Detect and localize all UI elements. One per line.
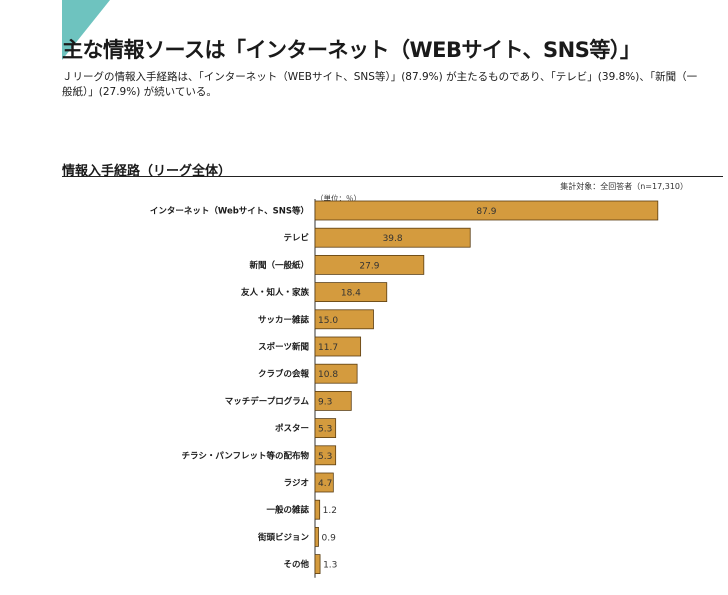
unit-label: （単位：％） — [316, 194, 361, 203]
bar — [314, 200, 659, 221]
page-description: Ｊリーグの情報入手経路は、「インターネット（WEBサイト、SNS等）」(87.9… — [62, 71, 698, 98]
category-label: テレビ — [283, 233, 309, 244]
bar — [314, 390, 352, 411]
value-label: 4.7 — [318, 479, 332, 489]
category-label: ポスター — [275, 423, 309, 434]
category-label: クラブの会報 — [258, 369, 310, 380]
bar — [314, 282, 388, 303]
corner-decoration — [62, 0, 110, 60]
value-label: 11.7 — [318, 343, 338, 353]
teal-triangle — [62, 0, 110, 60]
bar — [314, 363, 358, 384]
bar — [314, 418, 337, 439]
category-label: チラシ・パンフレット等の配布物 — [181, 450, 309, 461]
bar — [314, 554, 321, 574]
chart-title: 情報入手経路（リーグ全体） — [62, 164, 232, 179]
value-label: 87.9 — [476, 207, 496, 217]
bar — [314, 499, 321, 520]
category-label: その他 — [283, 559, 309, 570]
bar — [314, 472, 334, 493]
category-label: 街頭ビジョン — [257, 532, 310, 543]
value-label: 10.8 — [318, 370, 338, 380]
value-label: 18.4 — [341, 289, 361, 299]
bar — [314, 527, 319, 547]
bar — [314, 254, 425, 275]
category-label: 友人・知人・家族 — [240, 287, 310, 298]
category-label: 一般の雑誌 — [266, 505, 309, 516]
value-label: 9.3 — [318, 397, 332, 407]
chart-title-rule — [62, 176, 723, 177]
bar — [314, 445, 337, 466]
category-label: ラジオ — [284, 479, 309, 489]
bar — [314, 336, 362, 357]
value-label: 15.0 — [318, 316, 338, 326]
value-label: 5.3 — [318, 452, 332, 462]
value-label: 5.3 — [318, 425, 332, 435]
value-label: 0.9 — [322, 533, 337, 543]
value-label: 39.8 — [383, 234, 403, 244]
value-label: 1.3 — [323, 561, 337, 571]
value-label: 1.2 — [323, 506, 337, 516]
category-label: サッカー雑誌 — [258, 314, 310, 325]
bar — [314, 227, 471, 248]
chart-note: 集計対象：全回答者（n=17,310） — [560, 182, 688, 191]
category-label: 新聞（一般紙） — [249, 260, 309, 271]
page-headline: 主な情報ソースは「インターネット（WEBサイト、SNS等）」 — [62, 38, 641, 62]
value-label: 27.9 — [359, 261, 379, 271]
category-label: インターネット（Webサイト、SNS等） — [150, 206, 309, 217]
category-label: スポーツ新聞 — [258, 342, 309, 353]
bar — [314, 309, 374, 330]
category-label: マッチデープログラム — [225, 396, 310, 407]
